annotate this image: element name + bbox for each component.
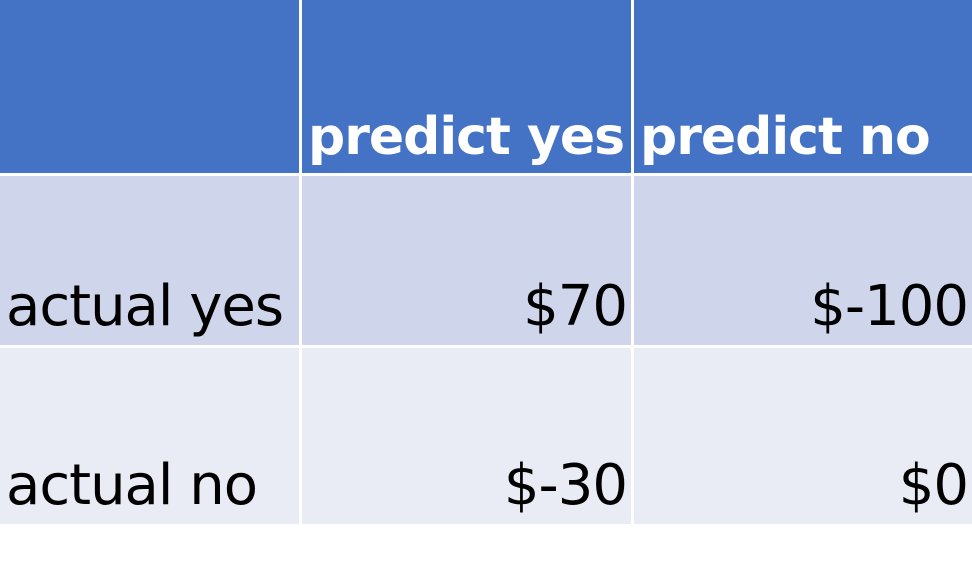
cell-actual-yes-predict-yes: $70 bbox=[302, 176, 634, 348]
row-label-text-actual-yes: actual yes bbox=[6, 274, 284, 339]
cell-value-actual-yes-predict-yes: $70 bbox=[523, 274, 628, 339]
header-corner-cell bbox=[0, 0, 302, 176]
header-label-predict-no: predict no bbox=[640, 107, 931, 167]
cell-actual-no-predict-yes: $-30 bbox=[302, 348, 634, 524]
row-label-text-actual-no: actual no bbox=[6, 453, 258, 518]
cell-value-actual-yes-predict-no: $-100 bbox=[810, 274, 969, 339]
cell-actual-yes-predict-no: $-100 bbox=[634, 176, 972, 348]
header-cell-predict-no: predict no bbox=[634, 0, 972, 176]
header-label-predict-yes: predict yes bbox=[308, 107, 625, 167]
cell-actual-no-predict-no: $0 bbox=[634, 348, 972, 524]
cell-value-actual-no-predict-yes: $-30 bbox=[503, 453, 628, 518]
cell-value-actual-no-predict-no: $0 bbox=[898, 453, 969, 518]
header-cell-predict-yes: predict yes bbox=[302, 0, 634, 176]
payoff-table: predict yes predict no actual yes $70 $-… bbox=[0, 0, 972, 524]
row-label-actual-yes: actual yes bbox=[0, 176, 302, 348]
row-label-actual-no: actual no bbox=[0, 348, 302, 524]
